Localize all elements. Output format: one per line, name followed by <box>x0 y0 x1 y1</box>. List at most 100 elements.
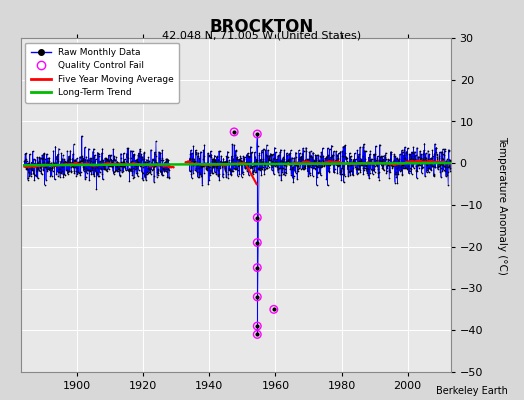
Point <box>380 160 388 167</box>
Point <box>53 156 61 162</box>
Point <box>303 160 311 166</box>
Point <box>126 160 135 167</box>
Point <box>134 152 142 158</box>
Point <box>330 169 338 176</box>
Point <box>314 164 323 170</box>
Point <box>185 168 194 174</box>
Point <box>413 162 422 168</box>
Point <box>98 171 106 177</box>
Point <box>320 162 329 168</box>
Point <box>335 160 343 166</box>
Point <box>206 148 215 154</box>
Point <box>333 152 341 158</box>
Point <box>379 156 388 162</box>
Point <box>58 168 66 174</box>
Point <box>250 149 259 156</box>
Point <box>58 171 67 178</box>
Point <box>68 162 76 169</box>
Point <box>341 173 349 179</box>
Point <box>241 154 249 160</box>
Point <box>318 163 326 169</box>
Point <box>421 154 430 161</box>
Point <box>303 160 311 167</box>
Point <box>367 161 375 167</box>
Point <box>60 160 68 166</box>
Point <box>74 161 83 168</box>
Point <box>283 158 292 164</box>
Point <box>265 152 274 159</box>
Point <box>384 160 392 166</box>
Point <box>38 162 47 169</box>
Point <box>202 165 210 172</box>
Point <box>161 166 170 172</box>
Point <box>381 154 389 160</box>
Point <box>73 155 81 162</box>
Point <box>234 166 242 173</box>
Point <box>266 157 274 163</box>
Point <box>246 165 254 171</box>
Point <box>373 155 381 161</box>
Point <box>421 173 429 180</box>
Point <box>390 171 399 178</box>
Point <box>20 163 29 170</box>
Point <box>216 160 224 166</box>
Point <box>94 151 103 157</box>
Point <box>51 161 59 168</box>
Point <box>365 154 373 160</box>
Point <box>234 162 243 168</box>
Point <box>221 167 230 173</box>
Point <box>444 146 453 153</box>
Point <box>324 168 333 175</box>
Point <box>154 170 162 176</box>
Point <box>108 162 116 169</box>
Point <box>259 146 268 152</box>
Point <box>340 163 348 169</box>
Point <box>187 167 195 173</box>
Point <box>269 159 277 166</box>
Point <box>59 160 67 166</box>
Point <box>70 157 78 164</box>
Point <box>137 151 146 158</box>
Point <box>317 154 325 160</box>
Point <box>316 164 324 171</box>
Point <box>435 153 443 159</box>
Point <box>254 165 263 171</box>
Point <box>142 177 150 183</box>
Point <box>401 165 409 171</box>
Point <box>114 168 122 174</box>
Point <box>299 148 308 154</box>
Point <box>37 166 45 172</box>
Point <box>48 168 57 174</box>
Point <box>91 167 99 173</box>
Point <box>77 169 85 175</box>
Point <box>91 158 100 165</box>
Point <box>210 156 218 162</box>
Point <box>91 156 100 162</box>
Point <box>296 160 304 166</box>
Point <box>151 163 159 170</box>
Point <box>147 146 155 153</box>
Point <box>263 164 271 171</box>
Point <box>261 161 269 168</box>
Point <box>84 160 92 166</box>
Point <box>398 172 407 179</box>
Point <box>333 170 342 176</box>
Point <box>368 159 377 165</box>
Point <box>105 158 113 164</box>
Point <box>75 158 84 164</box>
Point <box>405 167 413 174</box>
Point <box>226 166 234 172</box>
Point <box>195 169 203 175</box>
Point <box>84 161 92 168</box>
Point <box>402 148 410 155</box>
Point <box>388 163 396 169</box>
Point <box>164 166 172 173</box>
Point <box>357 162 366 168</box>
Point <box>432 144 441 151</box>
Point <box>370 168 379 175</box>
Point <box>302 161 310 167</box>
Point <box>337 165 346 172</box>
Point <box>83 167 91 174</box>
Point <box>229 156 237 162</box>
Point <box>383 165 391 171</box>
